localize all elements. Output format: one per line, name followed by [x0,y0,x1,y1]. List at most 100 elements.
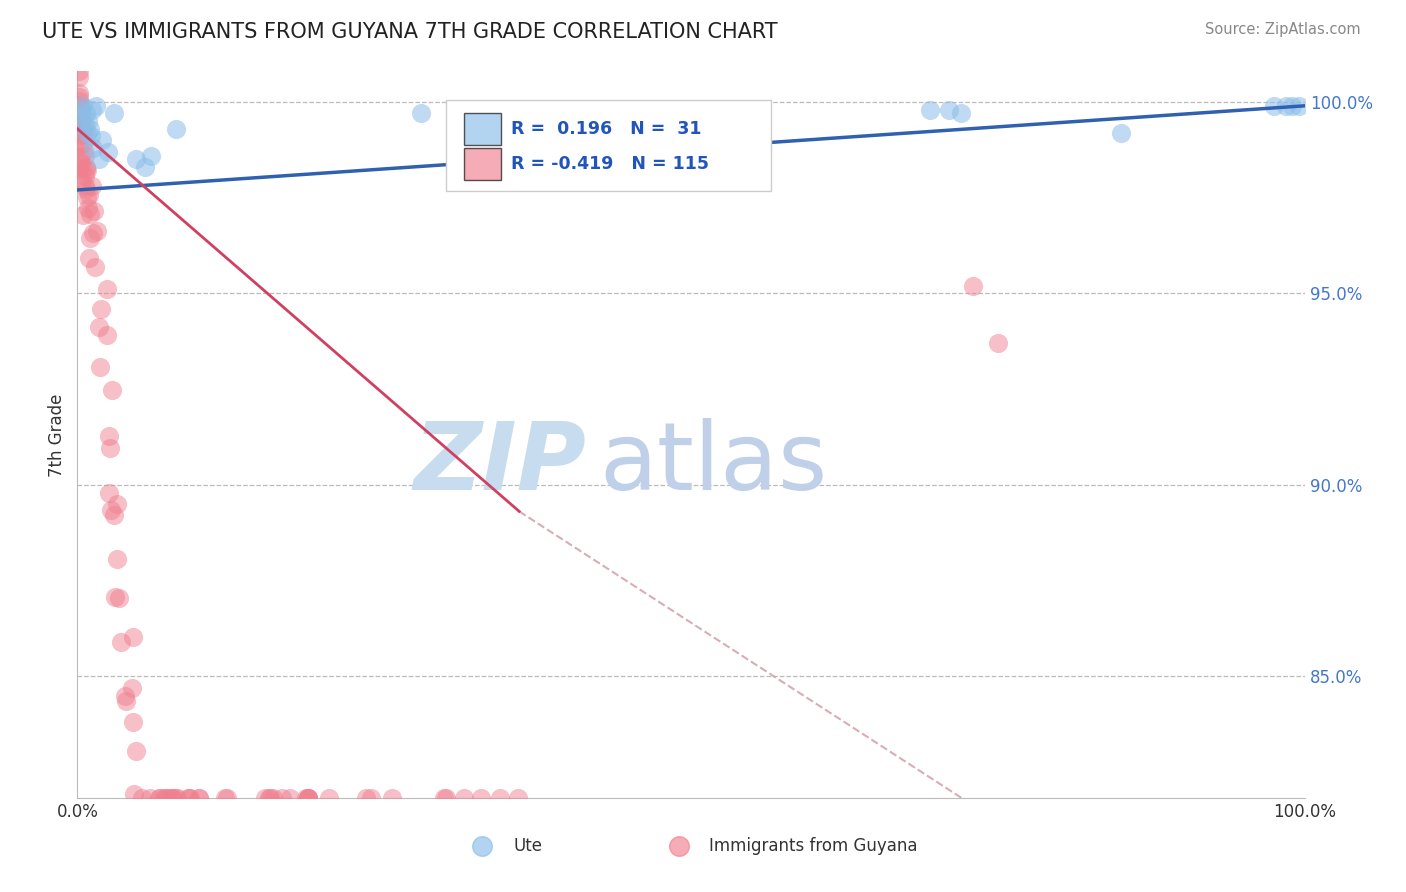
Point [67,121,90,136]
Point [79,251,101,265]
Point [103,508,125,523]
FancyBboxPatch shape [446,101,770,191]
Point [920,103,942,117]
Point [76,126,98,140]
Point [96,327,118,342]
Point [104,591,127,605]
Point [356,791,378,805]
Y-axis label: 7th Grade: 7th Grade [48,393,66,476]
Point [271,791,294,805]
Point [159,791,181,805]
Point [259,791,281,805]
Point [73,149,96,163]
Point [152,791,174,805]
Text: R =  0.196   N =  31: R = 0.196 N = 31 [510,120,702,138]
Point [83,260,105,274]
Point [121,714,143,729]
Point [67,70,90,84]
Point [67,95,90,109]
Point [1263,99,1285,113]
Point [69,121,91,136]
Point [179,791,201,805]
Text: ZIP: ZIP [413,418,586,510]
Point [297,791,319,805]
Point [166,791,188,805]
Point [67,161,90,175]
FancyBboxPatch shape [464,148,501,180]
Point [582,148,605,162]
Point [90,133,112,147]
Point [125,153,148,167]
Point [1288,99,1310,113]
Point [100,502,122,516]
Point [70,110,93,124]
Point [89,153,111,167]
Point [950,106,973,120]
Point [70,128,93,142]
Point [69,150,91,164]
Point [938,103,960,117]
Point [67,120,90,134]
Point [84,99,107,113]
Point [67,126,90,140]
Point [96,282,118,296]
Point [122,630,145,644]
Point [962,278,984,293]
Point [69,102,91,116]
Point [80,103,103,117]
Point [188,791,211,805]
Point [105,498,128,512]
FancyBboxPatch shape [464,113,501,145]
Point [381,791,404,805]
Point [75,160,97,174]
Point [82,227,104,241]
Point [214,791,236,805]
Point [73,118,96,132]
Point [100,383,122,397]
Point [77,201,100,215]
Point [70,116,93,130]
Point [67,137,90,152]
Point [470,791,492,805]
Point [69,163,91,178]
Point [77,114,100,128]
Point [73,127,96,141]
Point [148,791,170,805]
Point [97,145,120,159]
Text: atlas: atlas [599,418,827,510]
Point [987,336,1010,351]
Point [434,791,457,805]
Point [110,635,132,649]
Point [1275,99,1298,113]
Point [215,791,238,805]
Point [70,103,93,118]
Point [73,144,96,158]
Point [297,791,319,805]
Text: Source: ZipAtlas.com: Source: ZipAtlas.com [1205,22,1361,37]
Point [262,791,284,805]
Point [70,103,93,117]
Point [297,791,319,805]
Point [295,791,318,805]
Point [453,791,475,805]
Point [98,429,121,443]
Point [114,689,136,703]
Point [70,156,93,170]
Point [76,163,98,178]
Point [75,106,97,120]
Point [67,109,90,123]
Point [489,791,512,805]
Point [155,791,177,805]
Point [409,106,432,120]
Point [79,207,101,221]
Point [506,791,529,805]
Point [67,120,90,134]
Point [253,791,276,805]
Text: Ute: Ute [513,837,543,855]
Point [103,106,125,120]
Point [67,64,90,78]
Point [155,791,177,805]
Point [188,791,211,805]
Point [79,121,101,136]
Point [162,791,184,805]
